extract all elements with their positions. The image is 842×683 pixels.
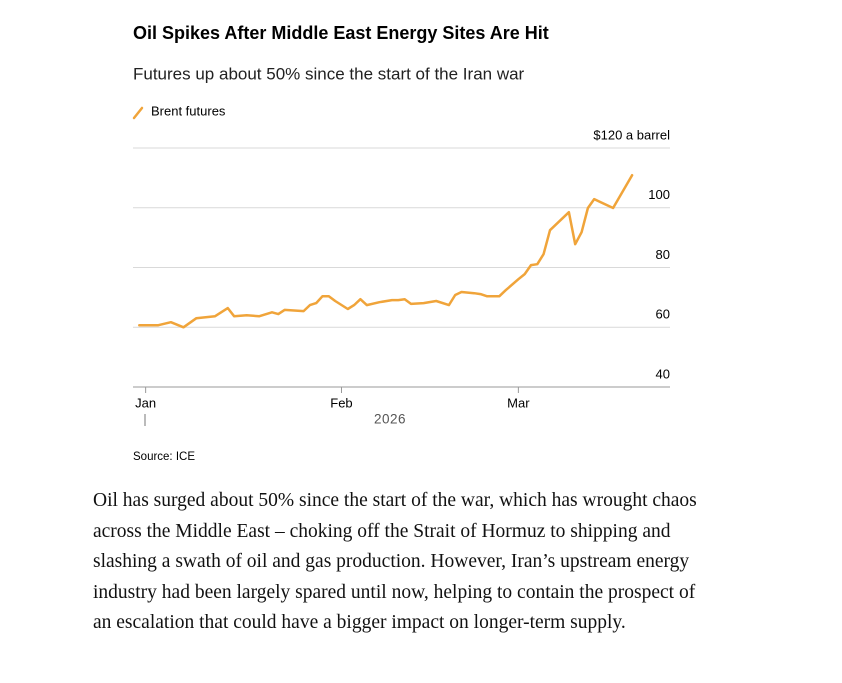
y-tick-label: $120 a barrel bbox=[593, 127, 670, 142]
legend-label: Brent futures bbox=[151, 103, 226, 118]
x-tick-label: Feb bbox=[330, 395, 352, 410]
y-tick-label: 100 bbox=[648, 187, 670, 202]
source: Source: ICE bbox=[133, 451, 195, 463]
chart-title: Oil Spikes After Middle East Energy Site… bbox=[133, 23, 549, 43]
y-tick-label: 80 bbox=[656, 247, 670, 262]
data-line bbox=[138, 173, 634, 329]
y-tick-label: 40 bbox=[656, 366, 670, 381]
chart: Oil Spikes After Middle East Energy Site… bbox=[132, 23, 670, 463]
y-tick-label: 60 bbox=[656, 307, 670, 322]
x-tick-label: Mar bbox=[507, 395, 530, 410]
chart-subtitle: Futures up about 50% since the start of … bbox=[133, 64, 525, 83]
x-axis-label: 2026 bbox=[374, 412, 406, 427]
x-tick-label: Jan bbox=[135, 395, 156, 410]
article-paragraph: Oil has surged about 50% since the start… bbox=[93, 490, 697, 633]
legend-swatch bbox=[132, 106, 144, 120]
